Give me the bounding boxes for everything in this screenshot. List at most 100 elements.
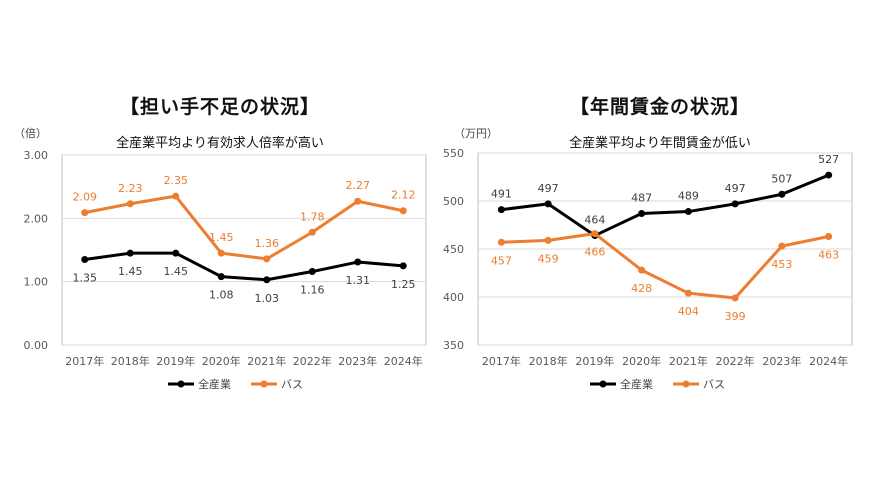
data-point bbox=[217, 249, 225, 257]
data-label: 491 bbox=[491, 188, 512, 201]
data-point bbox=[825, 233, 833, 241]
y-tick-label: 400 bbox=[443, 291, 464, 304]
x-tick-label: 2019年 bbox=[156, 354, 195, 368]
data-label: 1.36 bbox=[255, 237, 280, 250]
legend-swatch-icon bbox=[673, 380, 699, 388]
data-label: 507 bbox=[771, 172, 792, 185]
line-chart: 0.00 1.00 2.00 3.00 2017年 2018年 2019年 2020年 2021… bbox=[24, 149, 427, 368]
x-tick-label: 2023年 bbox=[338, 354, 377, 368]
series-line bbox=[501, 173, 830, 238]
data-point bbox=[354, 258, 362, 266]
x-tick-label: 2024年 bbox=[384, 354, 423, 368]
line-chart: 350 400 450 500 550 2017年 2018年 2019年 2020年 2021年… bbox=[443, 147, 853, 368]
x-tick-label: 2017年 bbox=[65, 354, 104, 368]
data-label: 464 bbox=[584, 214, 605, 227]
y-tick-label: 500 bbox=[443, 195, 464, 208]
x-tick-label: 2022年 bbox=[293, 354, 332, 368]
data-label: 2.27 bbox=[346, 179, 371, 192]
series-line bbox=[84, 194, 404, 261]
series-line bbox=[84, 251, 404, 282]
data-point bbox=[638, 209, 646, 217]
legend-item: 全産業 bbox=[168, 376, 231, 392]
y-tick-label: 0.00 bbox=[24, 339, 49, 352]
data-point bbox=[497, 238, 505, 246]
legend-swatch-icon bbox=[590, 380, 616, 388]
data-point bbox=[172, 192, 180, 200]
legend-item: バス bbox=[673, 376, 725, 392]
data-point bbox=[126, 249, 134, 257]
data-point bbox=[825, 171, 833, 179]
chart-panel-left: 【担い手不足の状況】 （倍） 全産業平均より有効求人倍率が高い 0.00 1.00… bbox=[14, 96, 427, 392]
x-tick-label: 2021年 bbox=[669, 354, 708, 368]
y-tick-label: 1.00 bbox=[24, 276, 49, 289]
data-label: 489 bbox=[678, 190, 699, 203]
x-tick-label: 2023年 bbox=[762, 354, 801, 368]
chart-subtitle: 全産業平均より有効求人倍率が高い bbox=[116, 136, 324, 151]
data-point bbox=[126, 200, 134, 208]
y-axis-unit: （倍） bbox=[14, 127, 47, 140]
data-point bbox=[399, 207, 407, 215]
data-point bbox=[684, 208, 692, 216]
data-point bbox=[217, 273, 225, 281]
x-tick-label: 2017年 bbox=[482, 354, 521, 368]
data-point bbox=[684, 289, 692, 297]
y-tick-label: 3.00 bbox=[24, 149, 49, 162]
data-label: 527 bbox=[818, 153, 839, 166]
data-point bbox=[544, 200, 552, 208]
data-point bbox=[308, 228, 316, 236]
data-point bbox=[731, 294, 739, 302]
data-label: 497 bbox=[725, 182, 746, 195]
data-point bbox=[638, 266, 646, 274]
legend-item: 全産業 bbox=[590, 376, 653, 392]
legend-label: 全産業 bbox=[198, 378, 231, 391]
data-label: 497 bbox=[538, 182, 559, 195]
y-tick-label: 550 bbox=[443, 147, 464, 160]
data-point bbox=[778, 190, 786, 198]
data-label: 457 bbox=[491, 254, 512, 267]
data-point bbox=[81, 209, 89, 217]
data-label: 463 bbox=[818, 249, 839, 262]
data-point bbox=[308, 268, 316, 276]
data-label: 2.09 bbox=[73, 191, 98, 204]
data-label: 459 bbox=[538, 252, 559, 265]
x-tick-label: 2018年 bbox=[111, 354, 150, 368]
y-tick-label: 450 bbox=[443, 243, 464, 256]
chart-heading: 【年間賃金の状況】 bbox=[569, 96, 750, 118]
data-label: 466 bbox=[584, 246, 605, 259]
data-point bbox=[731, 200, 739, 208]
legend-label: 全産業 bbox=[620, 378, 653, 391]
data-label: 428 bbox=[631, 282, 652, 295]
data-label: 487 bbox=[631, 191, 652, 204]
data-point bbox=[81, 256, 89, 263]
y-tick-label: 2.00 bbox=[24, 212, 49, 225]
series-line bbox=[501, 232, 829, 300]
x-tick-label: 2021年 bbox=[247, 354, 286, 368]
data-label: 453 bbox=[771, 258, 792, 271]
legend: 全産業 バス bbox=[590, 376, 725, 392]
y-axis-unit: （万円） bbox=[454, 127, 498, 140]
data-label: 2.23 bbox=[118, 182, 143, 195]
x-tick-label: 2022年 bbox=[716, 354, 755, 368]
data-point bbox=[172, 249, 180, 257]
data-label: 1.35 bbox=[73, 272, 98, 285]
data-label: 1.16 bbox=[300, 284, 325, 297]
data-point bbox=[263, 255, 271, 263]
data-label: 1.08 bbox=[209, 289, 234, 302]
data-label: 2.35 bbox=[164, 174, 189, 187]
chart-heading: 【担い手不足の状況】 bbox=[119, 96, 320, 118]
data-label: 399 bbox=[725, 310, 746, 323]
legend-label: バス bbox=[281, 378, 303, 391]
data-label: 1.45 bbox=[209, 231, 234, 244]
data-label: 2.12 bbox=[391, 189, 416, 202]
data-point bbox=[544, 236, 552, 244]
x-tick-label: 2018年 bbox=[529, 354, 568, 368]
x-tick-label: 2024年 bbox=[809, 354, 848, 368]
legend-item: バス bbox=[251, 376, 303, 392]
legend-swatch-icon bbox=[251, 380, 277, 388]
data-point bbox=[497, 206, 505, 214]
data-point bbox=[778, 242, 786, 250]
x-tick-label: 2020年 bbox=[622, 354, 661, 368]
legend-swatch-icon bbox=[168, 380, 194, 388]
data-point bbox=[591, 230, 599, 238]
plot-area bbox=[61, 154, 427, 346]
